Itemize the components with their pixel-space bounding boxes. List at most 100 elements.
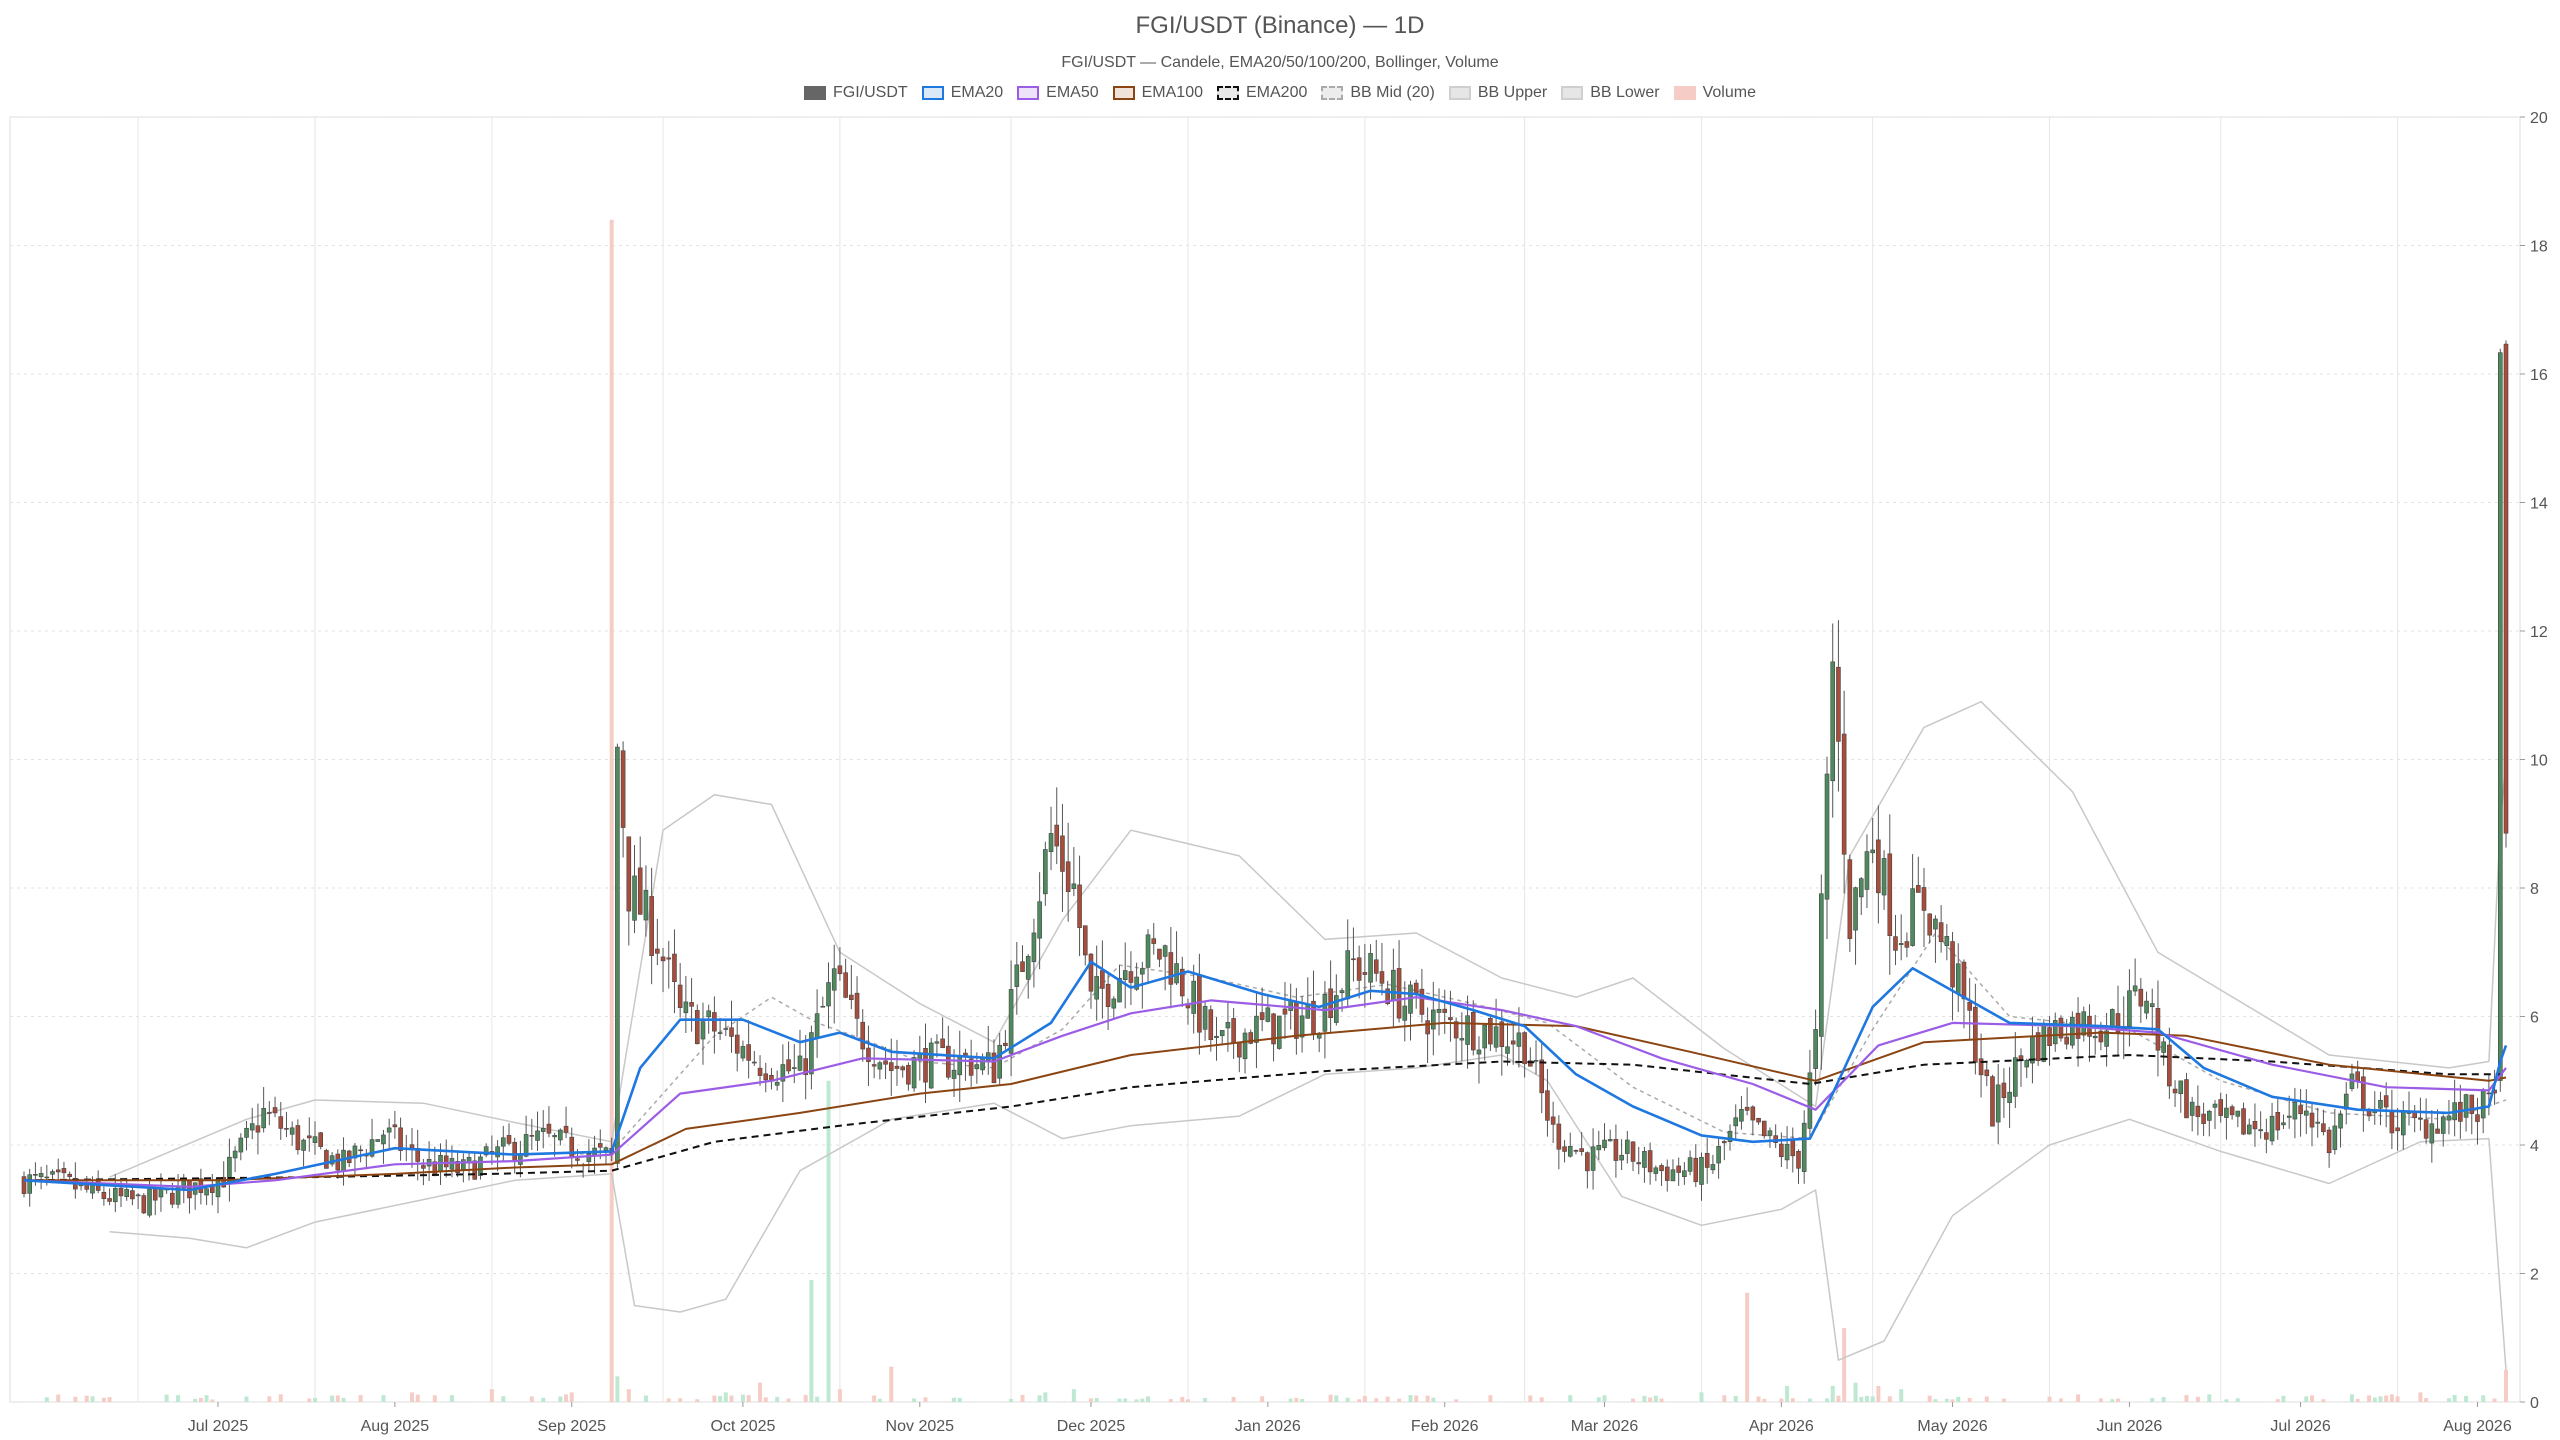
candle-body: [375, 1139, 381, 1142]
y-tick-label: 10: [2530, 753, 2548, 770]
candle-body: [124, 1189, 130, 1198]
candle-body: [2201, 1113, 2206, 1124]
candle-body: [1459, 1038, 1465, 1041]
candle-body: [1910, 888, 1915, 946]
candle-body: [2503, 343, 2509, 834]
candle-body: [1847, 859, 1853, 939]
volume-bar: [758, 1382, 763, 1402]
candle-body: [1242, 1032, 1248, 1060]
volume-bar: [1642, 1395, 1647, 1402]
candle-body: [2189, 1101, 2195, 1116]
candle-body: [2258, 1129, 2263, 1132]
candle-body: [1687, 1157, 1693, 1172]
volume-bar: [1807, 1398, 1812, 1402]
candle-body: [1853, 887, 1858, 931]
candle-body: [700, 1021, 706, 1040]
candle-body: [1356, 957, 1362, 981]
candle-body: [2383, 1095, 2389, 1108]
volume-bar: [815, 1396, 820, 1402]
candle-body: [107, 1198, 112, 1202]
volume-bar: [826, 1080, 831, 1402]
legend-item[interactable]: Volume: [1673, 84, 1756, 102]
volume-bar: [1659, 1398, 1664, 1402]
candle-body: [2149, 1003, 2155, 1008]
volume-bar: [1185, 1399, 1190, 1402]
candle-body: [398, 1127, 403, 1151]
volume-bar: [1345, 1397, 1350, 1402]
candle-body: [1990, 1076, 1995, 1127]
volume-bar: [1088, 1398, 1093, 1402]
volume-bar: [2076, 1394, 2081, 1402]
volume-bar: [666, 1398, 671, 1402]
candle-body: [826, 982, 831, 1007]
candle-body: [461, 1159, 466, 1171]
legend-item[interactable]: EMA20: [921, 84, 1003, 102]
candle-body: [1630, 1141, 1636, 1162]
candle-body: [683, 1001, 689, 1014]
candle-body: [1077, 884, 1082, 928]
candle-body: [1145, 934, 1151, 968]
candle-body: [2064, 1036, 2069, 1045]
volume-bar: [529, 1396, 534, 1402]
candle-body: [295, 1125, 301, 1151]
volume-bar: [564, 1394, 569, 1402]
candle-body: [2338, 1113, 2343, 1129]
volume-bar: [729, 1395, 734, 1402]
legend-item[interactable]: EMA50: [1017, 84, 1099, 102]
candle-body: [1419, 988, 1425, 1015]
candle-body: [1978, 1058, 1984, 1076]
candle-body: [1585, 1152, 1590, 1172]
volume-bar: [90, 1396, 95, 1402]
candle-body: [1756, 1117, 1761, 1123]
legend-item[interactable]: EMA100: [1112, 84, 1203, 102]
candle-body: [906, 1065, 911, 1085]
volume-bar: [763, 1397, 768, 1402]
candle-body: [866, 1047, 871, 1063]
candle-body: [540, 1128, 546, 1132]
y-tick-label: 6: [2530, 1010, 2539, 1027]
y-tick-label: 14: [2530, 496, 2548, 513]
legend-item[interactable]: BB Upper: [1448, 84, 1547, 102]
legend-item[interactable]: EMA200: [1217, 84, 1307, 102]
candle-body: [2127, 990, 2132, 1027]
candle-body: [1470, 1011, 1476, 1051]
candle-body: [1499, 1021, 1505, 1048]
volume-bar: [615, 1376, 620, 1402]
volume-bar: [643, 1395, 648, 1402]
candle-body: [1819, 893, 1824, 1037]
candle-body: [1373, 959, 1379, 974]
candle-body: [1967, 1001, 1972, 1011]
candle-body: [655, 948, 660, 954]
candle-body: [1596, 1144, 1602, 1151]
candle-body: [1955, 963, 1961, 994]
candle-body: [2281, 1122, 2286, 1126]
candle-body: [2132, 985, 2138, 992]
candle-body: [21, 1176, 27, 1194]
legend-item[interactable]: FGI/USDT: [804, 84, 908, 102]
candle-body: [381, 1134, 386, 1145]
candle-body: [934, 1041, 940, 1044]
volume-bar: [837, 1389, 842, 1402]
candle-body: [1761, 1120, 1767, 1137]
chart-title: FGI/USDT (Binance) — 1D: [1135, 12, 1425, 39]
volume-bar: [1785, 1385, 1790, 1402]
volume-bar: [1043, 1392, 1048, 1402]
candle-body: [209, 1186, 215, 1193]
candle-body: [1140, 968, 1145, 975]
candle-body: [763, 1073, 769, 1081]
legend-item[interactable]: BB Lower: [1561, 84, 1660, 102]
candle-body: [951, 1069, 957, 1079]
x-tick-label: Jun 2026: [2096, 1418, 2162, 1435]
y-tick-label: 18: [2530, 239, 2548, 256]
candle-body: [147, 1188, 152, 1216]
x-tick-label: Feb 2026: [1411, 1418, 1479, 1435]
volume-bar: [1830, 1385, 1835, 1402]
legend-item[interactable]: BB Mid (20): [1321, 84, 1435, 102]
candle-body: [1322, 993, 1328, 1032]
candle-body: [38, 1173, 44, 1178]
candle-body: [1858, 878, 1864, 898]
x-tick-label: Nov 2025: [886, 1418, 955, 1435]
candle-body: [1510, 1040, 1516, 1045]
x-tick-label: Aug 2026: [2443, 1418, 2512, 1435]
volume-bar: [2235, 1398, 2240, 1402]
